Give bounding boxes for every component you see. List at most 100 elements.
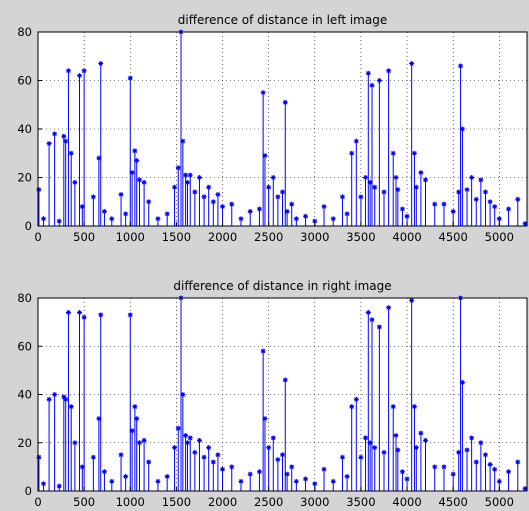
stem-marker — [303, 476, 309, 482]
x-tick-label: 5000 — [485, 230, 514, 244]
x-tick-label: 3000 — [300, 230, 329, 244]
stem-marker — [164, 474, 170, 480]
stem-marker — [284, 471, 290, 477]
stem-marker — [344, 474, 350, 480]
stem-marker — [353, 396, 359, 402]
stem-marker — [413, 445, 419, 451]
stem-marker — [72, 179, 78, 185]
stem-marker — [68, 404, 74, 410]
stem-marker — [456, 189, 462, 195]
stem-marker — [432, 464, 438, 470]
stem-marker — [289, 464, 295, 470]
stem-marker — [293, 478, 299, 484]
stem-marker — [367, 179, 373, 185]
stem-marker — [101, 469, 107, 475]
x-tick-label: 1500 — [162, 230, 191, 244]
stem-marker — [393, 175, 399, 180]
stem-marker — [164, 211, 170, 217]
stem-marker — [358, 194, 364, 200]
stem-marker — [90, 194, 96, 200]
stem-marker — [515, 196, 521, 202]
stem-marker — [450, 471, 456, 477]
stem-marker — [303, 213, 309, 219]
stem-marker — [134, 416, 140, 422]
stem-marker — [321, 466, 327, 472]
stem-marker — [183, 172, 189, 178]
stem-marker — [127, 312, 133, 318]
stem-marker — [63, 396, 69, 402]
stem-marker — [180, 392, 186, 397]
y-tick-label: 60 — [17, 74, 32, 88]
stem-marker — [256, 469, 262, 475]
stem-marker — [344, 211, 350, 217]
stem-marker — [187, 172, 193, 178]
stem-marker — [482, 452, 488, 458]
stem-marker — [418, 430, 424, 436]
stem-marker — [409, 61, 415, 67]
stem-marker — [81, 314, 87, 320]
stem-marker — [184, 440, 190, 446]
stem-marker — [404, 213, 410, 219]
stem-marker — [284, 208, 290, 214]
stem-marker — [52, 392, 58, 397]
stem-marker — [41, 216, 47, 222]
stem-marker — [146, 199, 152, 205]
stem-marker — [395, 447, 401, 453]
stem-marker — [132, 148, 138, 154]
stem-marker — [353, 138, 359, 144]
stem-marker — [349, 150, 355, 156]
stem-marker — [376, 324, 382, 330]
stem-marker — [365, 309, 371, 315]
stem-marker — [187, 435, 193, 441]
stem-marker — [46, 396, 52, 402]
stem-marker — [280, 452, 285, 458]
stem-marker — [215, 191, 221, 197]
stem-marker — [293, 216, 299, 222]
stem-marker — [369, 317, 375, 323]
y-tick-label: 80 — [17, 291, 32, 305]
stem-marker — [413, 184, 419, 190]
stem-marker — [123, 474, 129, 480]
stem-marker — [321, 204, 327, 210]
stem-marker — [101, 208, 107, 214]
stem-marker — [96, 155, 102, 161]
stem-marker — [136, 177, 142, 183]
stem-marker — [238, 216, 244, 222]
stem-marker — [56, 218, 62, 224]
stem-marker — [282, 377, 288, 383]
subplot-1: difference of distance in left image 0 500… — [17, 13, 528, 244]
stem-marker — [96, 416, 102, 422]
y-tick-label: 0 — [25, 219, 32, 233]
stem-marker — [386, 68, 392, 74]
x-tick-label: 500 — [73, 230, 95, 244]
stem-marker — [262, 416, 268, 422]
stem-marker — [192, 189, 198, 195]
stem-marker — [229, 201, 235, 207]
x-tick-label: 4000 — [392, 495, 421, 509]
stem-marker — [206, 184, 212, 190]
stem-marker — [393, 433, 399, 439]
y-tick-label: 40 — [17, 388, 32, 402]
stem-marker — [459, 126, 465, 132]
stem-marker — [196, 437, 202, 443]
stem-marker — [506, 469, 512, 475]
x-tick-label: 0 — [34, 230, 41, 244]
stem-marker — [372, 184, 378, 190]
stem-marker — [262, 153, 268, 159]
stem-marker — [136, 440, 142, 446]
stem-marker — [339, 194, 345, 200]
y-tick-label: 20 — [17, 436, 32, 450]
chart-title: difference of distance in right image — [173, 279, 391, 293]
stem-marker — [312, 218, 318, 224]
stem-marker — [289, 201, 295, 207]
subplot-2: difference of distance in right image 0 50… — [17, 279, 528, 509]
stem-marker — [129, 428, 135, 434]
stem-marker — [469, 435, 475, 441]
stem-marker — [68, 150, 74, 156]
stem-marker — [372, 445, 378, 451]
stem-marker — [266, 445, 272, 451]
stem-marker — [63, 138, 69, 144]
stem-marker — [155, 216, 161, 222]
stem-marker — [65, 309, 71, 315]
stem-marker — [515, 459, 521, 465]
